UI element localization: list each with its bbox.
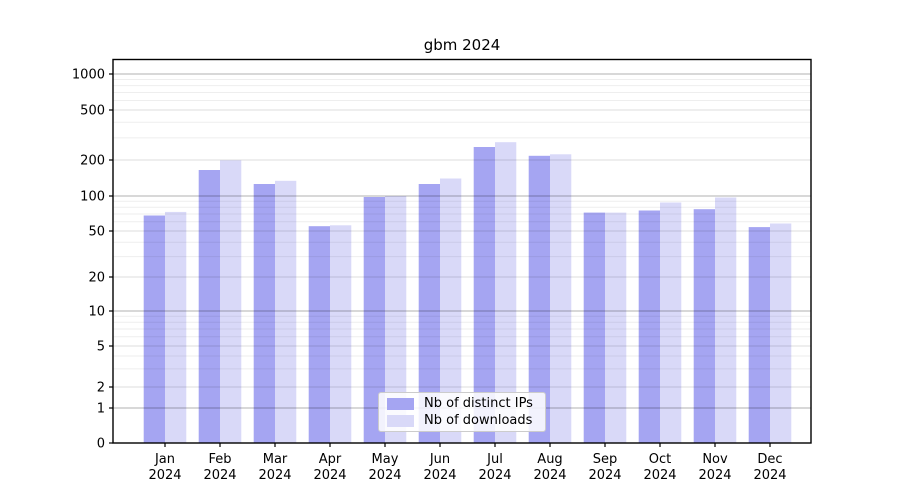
bar-nb-of-downloads-oct-2024 xyxy=(660,202,682,443)
bar-nb-of-distinct-ips-jan-2024 xyxy=(143,215,165,443)
bar-nb-of-distinct-ips-aug-2024 xyxy=(528,155,550,444)
bar-nb-of-distinct-ips-may-2024 xyxy=(363,197,385,443)
legend-swatch-nb-of-downloads xyxy=(387,414,414,427)
bar-nb-of-downloads-aug-2024 xyxy=(550,154,572,444)
y-tick-label-0: 0 xyxy=(97,437,105,452)
bar-nb-of-distinct-ips-sep-2024 xyxy=(583,212,605,443)
legend-item-nb-of-distinct-ips: Nb of distinct IPs xyxy=(387,397,533,410)
bar-nb-of-downloads-apr-2024 xyxy=(330,225,352,443)
x-tick-label-dec-2024: Dec 2024 xyxy=(753,452,786,483)
bar-nb-of-distinct-ips-nov-2024 xyxy=(693,209,715,443)
x-tick-label-feb-2024: Feb 2024 xyxy=(203,452,236,483)
legend-label: Nb of distinct IPs xyxy=(424,396,533,411)
x-tick-label-sep-2024: Sep 2024 xyxy=(588,452,621,483)
bar-nb-of-downloads-dec-2024 xyxy=(770,223,792,443)
bar-nb-of-downloads-sep-2024 xyxy=(605,212,627,443)
bar-nb-of-distinct-ips-oct-2024 xyxy=(638,210,660,443)
y-tick-label-20: 20 xyxy=(88,271,105,286)
bar-nb-of-distinct-ips-jun-2024 xyxy=(418,184,440,443)
x-tick-label-jan-2024: Jan 2024 xyxy=(148,452,181,483)
bar-nb-of-downloads-jan-2024 xyxy=(165,211,187,443)
legend-item-nb-of-downloads: Nb of downloads xyxy=(387,414,533,427)
x-tick-label-aug-2024: Aug 2024 xyxy=(533,452,566,483)
y-tick-label-500: 500 xyxy=(80,104,105,119)
x-tick-label-jun-2024: Jun 2024 xyxy=(423,452,456,483)
bar-nb-of-downloads-feb-2024 xyxy=(220,160,242,444)
x-tick-label-apr-2024: Apr 2024 xyxy=(313,452,346,483)
legend-swatch-nb-of-distinct-ips xyxy=(387,397,414,410)
bar-nb-of-downloads-jun-2024 xyxy=(440,178,462,443)
y-tick-label-100: 100 xyxy=(80,190,105,205)
bar-nb-of-distinct-ips-mar-2024 xyxy=(253,184,275,443)
legend: Nb of distinct IPs Nb of downloads xyxy=(378,392,546,432)
legend-label: Nb of downloads xyxy=(424,413,533,428)
bar-nb-of-downloads-nov-2024 xyxy=(715,197,737,443)
bar-nb-of-downloads-may-2024 xyxy=(385,196,407,443)
bar-nb-of-downloads-jul-2024 xyxy=(495,142,517,443)
plot-border xyxy=(112,58,812,444)
y-tick-label-1: 1 xyxy=(97,402,105,417)
bar-nb-of-distinct-ips-feb-2024 xyxy=(198,170,220,443)
x-tick-label-jul-2024: Jul 2024 xyxy=(478,452,511,483)
x-tick-label-mar-2024: Mar 2024 xyxy=(258,452,291,483)
y-tick-label-2: 2 xyxy=(97,381,105,396)
y-tick-label-50: 50 xyxy=(88,225,105,240)
x-tick-label-oct-2024: Oct 2024 xyxy=(643,452,676,483)
x-tick-label-nov-2024: Nov 2024 xyxy=(698,452,731,483)
bar-nb-of-distinct-ips-apr-2024 xyxy=(308,226,330,443)
y-tick-label-5: 5 xyxy=(97,340,105,355)
y-tick-label-10: 10 xyxy=(88,305,105,320)
bar-nb-of-distinct-ips-jul-2024 xyxy=(473,147,495,443)
y-tick-label-1000: 1000 xyxy=(72,68,105,83)
x-tick-label-may-2024: May 2024 xyxy=(368,452,401,483)
bar-nb-of-downloads-mar-2024 xyxy=(275,180,297,444)
y-tick-label-200: 200 xyxy=(80,154,105,169)
chart-title: gbm 2024 xyxy=(423,36,501,54)
bar-nb-of-distinct-ips-dec-2024 xyxy=(748,227,770,443)
